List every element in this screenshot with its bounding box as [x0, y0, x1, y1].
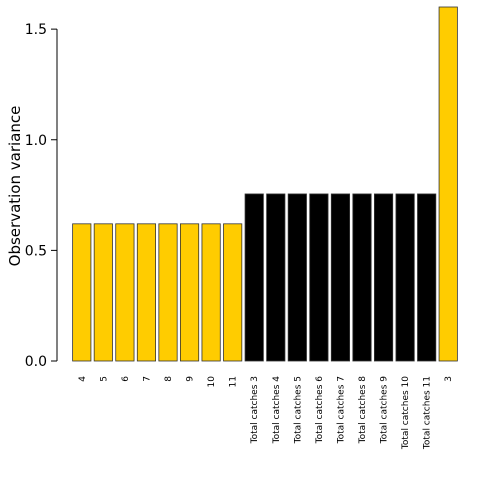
- x-tick-label: Total catches 3: [250, 376, 260, 444]
- x-tick-label: Total catches 10: [401, 376, 411, 450]
- bar: [438, 6, 458, 362]
- bar: [93, 223, 113, 362]
- x-tick-label: Total catches 4: [272, 376, 282, 445]
- y-axis-label: Observation variance: [6, 106, 24, 267]
- bar: [158, 223, 178, 362]
- x-tick-label: 5: [99, 376, 109, 382]
- x-tick-label: 11: [229, 376, 239, 387]
- bar: [309, 193, 329, 362]
- x-tick-label: 6: [121, 376, 131, 382]
- bar: [136, 223, 157, 362]
- x-tick-label: 10: [207, 376, 217, 388]
- bar: [179, 223, 200, 362]
- bar: [330, 193, 351, 362]
- x-tick-label: 4: [78, 376, 88, 382]
- bar: [373, 193, 394, 362]
- x-tick-label: Total catches 9: [380, 376, 390, 445]
- bar: [352, 193, 372, 362]
- x-tick-label: 3: [444, 376, 454, 382]
- bar: [287, 193, 307, 362]
- x-tick-label: 9: [186, 376, 196, 382]
- x-tick-label: Total catches 8: [358, 376, 368, 445]
- x-tick-label: Total catches 7: [336, 376, 346, 444]
- y-tick-label: 0.5: [25, 243, 47, 259]
- bar: [417, 193, 437, 362]
- x-tick-label: Total catches 5: [293, 376, 303, 444]
- y-tick-label: 0.0: [25, 354, 47, 370]
- bar: [223, 223, 243, 362]
- bar: [201, 223, 221, 362]
- x-tick-label: 7: [142, 376, 152, 382]
- bar: [72, 223, 92, 362]
- x-tick-label: Total catches 6: [315, 376, 325, 445]
- bar: [115, 223, 135, 362]
- x-tick-labels: 4 5 6 7 8 9 10 11 Total catches 3 Total catches 4…: [78, 376, 454, 450]
- x-tick-label: Total catches 11: [423, 376, 433, 450]
- bars: [72, 6, 458, 362]
- y-axis: 0.0 0.5 1.0 1.5: [25, 22, 58, 370]
- bar: [395, 193, 415, 362]
- bar: [266, 193, 286, 362]
- y-tick-label: 1.5: [25, 22, 47, 38]
- x-tick-label: 8: [164, 376, 174, 382]
- bar: [244, 193, 264, 362]
- y-tick-label: 1.0: [25, 133, 47, 149]
